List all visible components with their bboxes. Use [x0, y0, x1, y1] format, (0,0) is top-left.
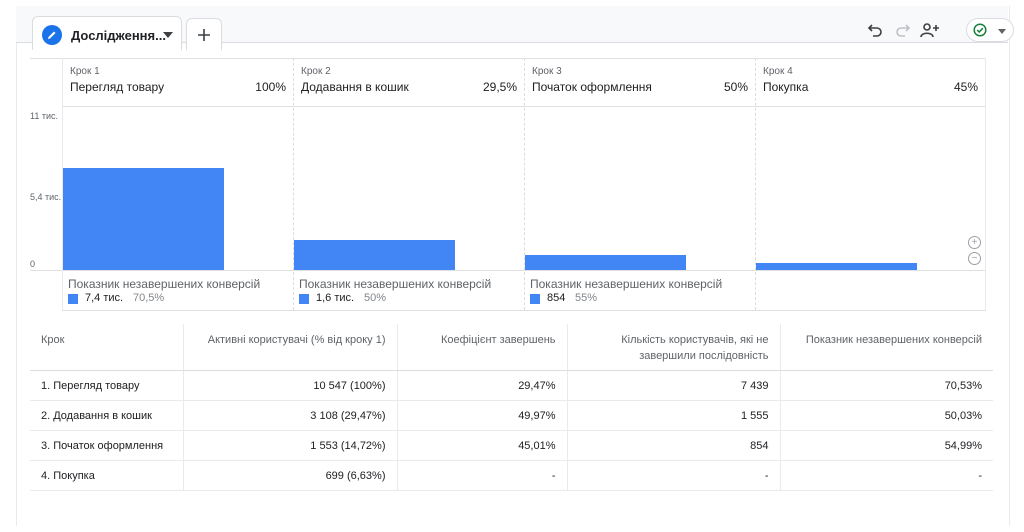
table-cell: 699 (6,63%) — [182, 460, 397, 491]
step-name: Додавання в кошик — [301, 80, 409, 94]
tab-title: Дослідження... — [71, 28, 166, 43]
share-button[interactable] — [919, 20, 941, 40]
column-header[interactable]: Показник незавершених конверсій — [779, 324, 993, 371]
undo-button[interactable] — [864, 20, 886, 40]
tab-exploration[interactable]: Дослідження... — [32, 16, 182, 50]
check-circle-icon — [973, 23, 987, 37]
abandonment-percent: 50% — [364, 292, 387, 304]
caret-down-icon — [998, 29, 1006, 34]
table-row[interactable]: 1. Перегляд товару 10 547 (100%) 29,47% … — [30, 370, 993, 401]
step-number: Крок 1 — [70, 66, 100, 77]
table-cell: 10 547 (100%) — [182, 370, 397, 401]
table-row[interactable]: 2. Додавання в кошик 3 108 (29,47%) 49,9… — [30, 400, 993, 431]
column-divider — [62, 58, 63, 310]
table-cell: 45,01% — [396, 430, 567, 461]
chart-bottom-border — [62, 310, 986, 311]
table-cell: 54,99% — [779, 430, 993, 461]
funnel-chart: Крок 1 Перегляд товару 100% Крок 2 Додав… — [30, 58, 986, 311]
table-cell: 1 555 — [566, 400, 780, 431]
y-tick-label: 5,4 тис. — [30, 192, 62, 202]
table-cell: 1 553 (14,72%) — [182, 430, 397, 461]
column-divider — [524, 58, 525, 310]
zoom-out-icon[interactable]: − — [968, 252, 981, 265]
table-cell: 3 108 (29,47%) — [182, 400, 397, 431]
y-tick-label: 0 — [30, 259, 36, 269]
table-cell: - — [779, 460, 993, 491]
tab-bar: Дослідження... — [16, 6, 1014, 50]
table-cell: 49,97% — [396, 400, 567, 431]
table-header-row: Крок Активні користувачі (% від кроку 1)… — [30, 324, 993, 371]
abandonment-label: Показник незавершених конверсій — [68, 277, 261, 291]
plus-icon — [198, 28, 210, 41]
column-divider — [985, 58, 986, 310]
abandonment-value: 854 — [547, 292, 566, 304]
step-percent: 100% — [255, 80, 286, 94]
step-percent: 50% — [723, 80, 748, 94]
column-header[interactable]: Активні користувачі (% від кроку 1) — [182, 324, 397, 371]
table-cell: 29,47% — [396, 370, 567, 401]
column-header[interactable]: Кількість користувачів, які не завершили… — [566, 324, 780, 371]
table-cell: 4. Покупка — [30, 460, 183, 491]
abandonment-value: 7,4 тис. — [85, 292, 124, 304]
status-menu[interactable] — [966, 18, 1014, 42]
step-percent: 29,5% — [482, 80, 517, 94]
step-name: Покупка — [763, 80, 809, 94]
add-tab-button[interactable] — [186, 18, 222, 50]
step-percent: 45% — [953, 80, 978, 94]
abandonment-percent: 70,5% — [133, 292, 165, 304]
column-divider — [293, 58, 294, 310]
table-cell: 3. Початок оформлення — [30, 430, 183, 461]
redo-icon — [896, 24, 911, 37]
chart-top-border — [30, 58, 986, 59]
column-header[interactable]: Крок — [30, 324, 183, 371]
column-divider — [755, 58, 756, 310]
table-cell: 2. Додавання в кошик — [30, 400, 183, 431]
add-person-icon — [920, 23, 939, 38]
step-number: Крок 3 — [532, 66, 562, 77]
abandonment-percent: 55% — [575, 292, 598, 304]
pencil-icon — [42, 25, 62, 45]
legend-swatch — [68, 294, 78, 304]
legend-swatch — [530, 294, 540, 304]
step-number: Крок 4 — [763, 66, 793, 77]
table-cell: 70,53% — [779, 370, 993, 401]
funnel-bar[interactable] — [63, 168, 224, 270]
table-cell: 7 439 — [566, 370, 780, 401]
caret-down-icon[interactable] — [163, 32, 173, 38]
table-cell: 854 — [566, 430, 780, 461]
funnel-table: Крок Активні користувачі (% від кроку 1)… — [30, 324, 993, 491]
table-row[interactable]: 4. Покупка 699 (6,63%) - - - — [30, 460, 993, 491]
step-name: Перегляд товару — [70, 80, 165, 94]
funnel-bar[interactable] — [525, 255, 686, 270]
abandonment-value: 1,6 тис. — [316, 292, 355, 304]
table-cell: - — [396, 460, 567, 491]
funnel-bar[interactable] — [294, 240, 455, 270]
table-cell: 1. Перегляд товару — [30, 370, 183, 401]
column-header[interactable]: Коефіцієнт завершень — [396, 324, 567, 371]
zoom-in-icon[interactable]: + — [968, 236, 981, 249]
table-cell: 50,03% — [779, 400, 993, 431]
chart-baseline — [30, 270, 986, 271]
abandonment-label: Показник незавершених конверсій — [530, 277, 723, 291]
undo-icon — [867, 24, 882, 37]
step-number: Крок 2 — [301, 66, 331, 77]
y-tick-label: 11 тис. — [30, 111, 58, 121]
step-name: Початок оформлення — [532, 80, 652, 94]
table-cell: - — [566, 460, 780, 491]
redo-button[interactable] — [892, 20, 914, 40]
funnel-bar[interactable] — [756, 263, 917, 270]
legend-swatch — [299, 294, 309, 304]
abandonment-label: Показник незавершених конверсій — [299, 277, 492, 291]
table-row[interactable]: 3. Початок оформлення 1 553 (14,72%) 45,… — [30, 430, 993, 461]
